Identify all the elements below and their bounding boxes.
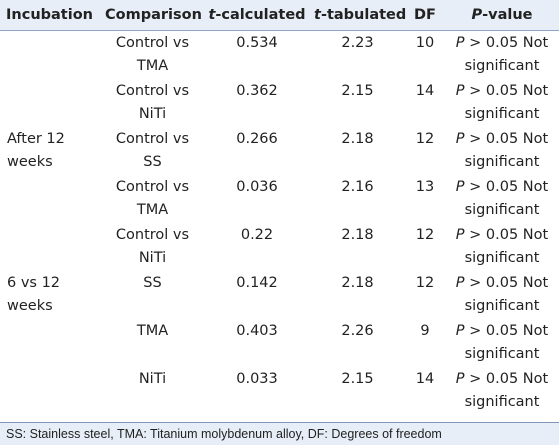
header-t-tabulated-text: -tabulated [320,6,407,23]
table-row: Control vs TMA 0.036 2.16 13 P > 0.05 Not si… [0,175,559,223]
cell-t-calculated: 0.22 [240,227,274,243]
cell-t-tabulated: 2.26 [341,323,374,339]
cell-comparison: Control vs NiTi [115,227,190,266]
cell-p-value: P > 0.05 Not significant [445,319,559,367]
p-value-symbol: P [455,131,465,147]
table-row: Control vs NiTi 0.22 2.18 12 P > 0.05 Not si… [0,223,559,271]
cell-t-calculated: 0.033 [236,371,278,387]
header-t-calculated: t-calculated [204,0,310,31]
header-p-value-symbol: P [471,6,483,23]
cell-p-value: P > 0.05 Not significant [445,127,559,175]
cell-df: 12 [415,131,435,147]
cell-comparison: Control vs TMA [115,179,190,218]
cell-comparison: TMA [136,323,169,339]
cell-incubation [0,79,101,127]
cell-incubation [0,367,101,416]
table-row: TMA 0.403 2.26 9 P > 0.05 Not significant [0,319,559,367]
cell-p-value: P > 0.05 Not significant [445,367,559,416]
cell-df: 14 [415,371,435,387]
cell-p-value: P > 0.05 Not significant [445,31,559,80]
cell-t-tabulated: 2.18 [341,275,374,291]
header-incubation: Incubation [0,0,101,31]
cell-p-value: P > 0.05 Not significant [445,79,559,127]
p-value-symbol: P [455,227,465,243]
cell-incubation [0,319,101,367]
cell-t-tabulated: 2.16 [341,179,374,195]
cell-incubation: After 12 weeks [7,131,65,170]
header-p-value: P-value [445,0,559,31]
cell-t-calculated: 0.266 [236,131,278,147]
p-value-symbol: P [455,371,465,387]
cell-incubation [0,175,101,223]
p-value-text: > 0.05 Not significant [464,131,549,170]
table-row: After 12 weeks Control vs SS 0.266 2.18 12 P … [0,127,559,175]
cell-comparison: Control vs SS [115,131,190,170]
header-t-calculated-symbol: t [208,6,216,23]
p-value-text: > 0.05 Not significant [464,275,549,314]
header-t-tabulated-symbol: t [314,6,321,23]
p-value-symbol: P [455,83,465,99]
cell-t-tabulated: 2.23 [341,35,374,51]
cell-df: 14 [415,83,435,99]
p-value-symbol: P [455,35,465,51]
cell-comparison: Control vs NiTi [115,83,190,122]
cell-df: 12 [415,227,435,243]
cell-incubation [0,31,101,80]
table-row: NiTi 0.033 2.15 14 P > 0.05 Not significant [0,367,559,416]
cell-p-value: P > 0.05 Not significant [445,223,559,271]
cell-t-tabulated: 2.18 [341,227,374,243]
cell-incubation [0,223,101,271]
p-value-text: > 0.05 Not significant [464,179,549,218]
cell-t-calculated: 0.142 [236,275,278,291]
header-df: DF [405,0,445,31]
table-body: Control vs TMA 0.534 2.23 10 P > 0.05 Not si… [0,31,559,417]
p-value-symbol: P [455,179,465,195]
p-value-text: > 0.05 Not significant [464,83,549,122]
cell-t-calculated: 0.534 [236,35,278,51]
p-value-text: > 0.05 Not significant [464,323,549,362]
cell-t-calculated: 0.403 [236,323,278,339]
table-header: Incubation Comparison t-calculated t-tab… [0,0,559,31]
header-row: Incubation Comparison t-calculated t-tab… [0,0,559,31]
header-t-calculated-text: -calculated [215,6,306,23]
cell-comparison: NiTi [138,371,167,387]
cell-incubation: 6 vs 12 weeks [7,275,61,314]
header-p-value-text: -value [482,6,533,23]
table-row: Control vs NiTi 0.362 2.15 14 P > 0.05 Not s… [0,79,559,127]
table-row: Control vs TMA 0.534 2.23 10 P > 0.05 Not si… [0,31,559,80]
cell-comparison: SS [143,275,162,291]
cell-p-value: P > 0.05 Not significant [445,271,559,319]
p-value-text: > 0.05 Not significant [464,371,549,410]
cell-t-calculated: 0.362 [236,83,278,99]
statistics-table: Incubation Comparison t-calculated t-tab… [0,0,559,417]
cell-comparison: Control vs TMA [115,35,190,74]
cell-t-tabulated: 2.18 [341,131,374,147]
p-value-text: > 0.05 Not significant [464,35,549,74]
cell-t-tabulated: 2.15 [341,371,374,387]
table-row: 6 vs 12 weeks SS 0.142 2.18 12 P > 0.05 Not s… [0,271,559,319]
cell-t-calculated: 0.036 [236,179,278,195]
header-t-tabulated: t-tabulated [310,0,407,31]
cell-df: 9 [420,323,430,339]
cell-df: 12 [415,275,435,291]
cell-t-tabulated: 2.15 [341,83,374,99]
cell-p-value: P > 0.05 Not significant [445,175,559,223]
p-value-symbol: P [455,323,465,339]
cell-df: 10 [415,35,435,51]
p-value-symbol: P [455,275,465,291]
p-value-text: > 0.05 Not significant [464,227,549,266]
table-footnote: SS: Stainless steel, TMA: Titanium molyb… [0,422,559,445]
cell-df: 13 [415,179,435,195]
header-comparison: Comparison [101,0,204,31]
